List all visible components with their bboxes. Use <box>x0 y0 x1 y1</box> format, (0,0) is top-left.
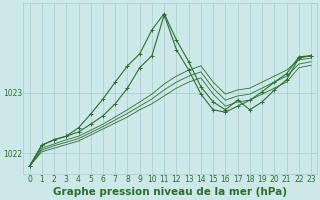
X-axis label: Graphe pression niveau de la mer (hPa): Graphe pression niveau de la mer (hPa) <box>53 187 287 197</box>
